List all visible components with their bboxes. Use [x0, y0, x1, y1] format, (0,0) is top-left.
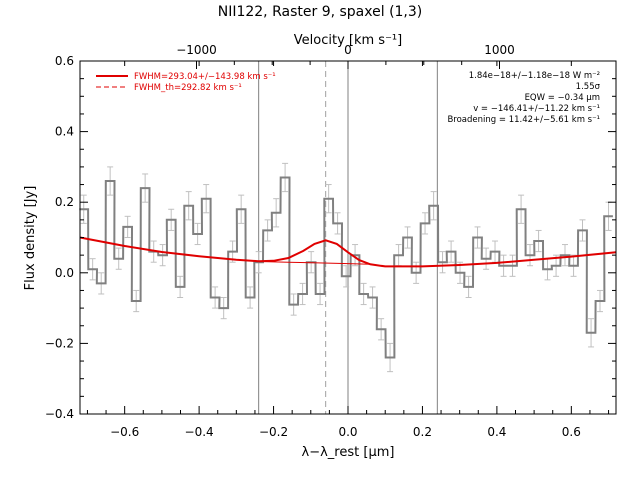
data-point-40 — [433, 205, 435, 207]
data-point-3 — [109, 180, 111, 182]
y-tick-label-5: 0.6 — [55, 54, 74, 68]
y-tick-label-2: 0.0 — [55, 266, 74, 280]
y-tick-label-4: 0.4 — [55, 125, 74, 139]
data-point-46 — [485, 258, 487, 260]
data-point-5 — [127, 226, 129, 228]
annotation-1: 1.55σ — [576, 82, 601, 92]
data-point-9 — [162, 254, 164, 256]
data-point-29 — [336, 222, 339, 224]
data-point-43 — [459, 272, 461, 274]
y-tick-label-1: −0.2 — [45, 336, 74, 350]
data-point-18 — [240, 208, 242, 210]
data-point-21 — [267, 229, 269, 232]
data-point-59 — [599, 300, 601, 302]
legend-label-0: FWHM=293.04+/−143.98 km s⁻¹ — [134, 72, 276, 82]
data-point-32 — [363, 293, 365, 295]
data-point-4 — [118, 258, 120, 260]
data-point-17 — [232, 251, 234, 253]
data-point-28 — [328, 198, 330, 200]
continuum-line — [258, 261, 371, 265]
data-point-36 — [398, 254, 400, 256]
data-point-33 — [371, 296, 374, 299]
x-tick-label-0: −0.6 — [110, 425, 139, 439]
data-point-24 — [293, 303, 295, 306]
data-point-10 — [170, 219, 172, 221]
data-point-51 — [529, 254, 531, 256]
data-point-42 — [450, 251, 452, 253]
data-point-52 — [537, 240, 540, 242]
data-point-50 — [520, 208, 522, 210]
data-point-54 — [555, 265, 557, 267]
x-axis-label: λ−λ_rest [μm] — [302, 445, 395, 460]
data-point-0 — [83, 208, 85, 210]
data-point-12 — [188, 205, 190, 207]
y-tick-label-3: 0.2 — [55, 195, 74, 209]
data-point-60 — [607, 215, 610, 217]
data-point-35 — [389, 356, 391, 359]
data-point-7 — [144, 187, 146, 189]
top-tick-label-0: −1000 — [176, 43, 217, 57]
data-point-14 — [205, 198, 207, 200]
data-point-48 — [502, 265, 505, 267]
data-point-37 — [406, 236, 409, 239]
chart-title: NII122, Raster 9, spaxel (1,3) — [218, 4, 423, 20]
data-point-22 — [275, 212, 277, 214]
data-point-57 — [581, 229, 584, 232]
data-point-27 — [319, 293, 321, 295]
data-point-2 — [100, 282, 102, 284]
data-point-38 — [415, 272, 417, 274]
top-tick-label-2: 1000 — [484, 43, 515, 57]
data-point-41 — [441, 261, 444, 263]
top-tick-label-1: 0 — [344, 43, 352, 57]
axes: −0.6 −0.4 −0.2 0.0 0.2 0.4 0.6 −0.4 −0.2 0.0 0.2 0.… — [45, 43, 617, 439]
data-point-30 — [345, 275, 347, 277]
data-point-1 — [92, 268, 94, 270]
data-point-39 — [424, 222, 426, 224]
legend: FWHM=293.04+/−143.98 km s⁻¹FWHM_th=292.8… — [96, 72, 276, 93]
y-axis-label: Flux density [Jy] — [23, 186, 38, 291]
y-tick-label-0: −0.4 — [45, 407, 74, 421]
data-point-19 — [249, 296, 251, 299]
data-point-58 — [590, 332, 592, 334]
annotation-4: Broadening = 11.42+/−5.61 km s⁻¹ — [447, 115, 600, 125]
data-point-11 — [179, 286, 181, 288]
data-point-16 — [223, 307, 225, 309]
data-point-34 — [380, 328, 382, 330]
data-point-44 — [468, 286, 470, 288]
data-point-15 — [214, 296, 216, 299]
annotation-2: EQW = −0.34 μm — [525, 93, 600, 103]
x-tick-label-3: 0.0 — [338, 425, 357, 439]
plot-area — [79, 61, 617, 414]
x-tick-label-4: 0.2 — [413, 425, 432, 439]
x-tick-label-5: 0.4 — [487, 425, 506, 439]
data-point-13 — [197, 233, 199, 235]
x-tick-label-2: −0.2 — [259, 425, 288, 439]
data-point-55 — [564, 254, 566, 256]
data-point-56 — [572, 265, 575, 267]
data-point-53 — [546, 268, 549, 270]
data-point-49 — [511, 265, 514, 267]
data-point-31 — [354, 254, 356, 256]
x-tick-label-6: 0.6 — [562, 425, 581, 439]
data-point-23 — [284, 176, 286, 179]
data-point-6 — [135, 300, 137, 302]
annotation-0: 1.84e−18+/−1.18e−18 W m⁻² — [469, 71, 600, 81]
x-tick-label-1: −0.4 — [185, 425, 214, 439]
legend-label-1: FWHM_th=292.82 km s⁻¹ — [134, 83, 242, 93]
top-axis-label: Velocity [km s⁻¹] — [294, 33, 402, 48]
data-point-25 — [301, 293, 304, 295]
annotation-3: v = −146.41+/−11.22 km s⁻¹ — [473, 104, 600, 114]
fit-curve — [79, 236, 617, 268]
data-point-47 — [494, 251, 496, 253]
data-point-45 — [476, 236, 479, 239]
